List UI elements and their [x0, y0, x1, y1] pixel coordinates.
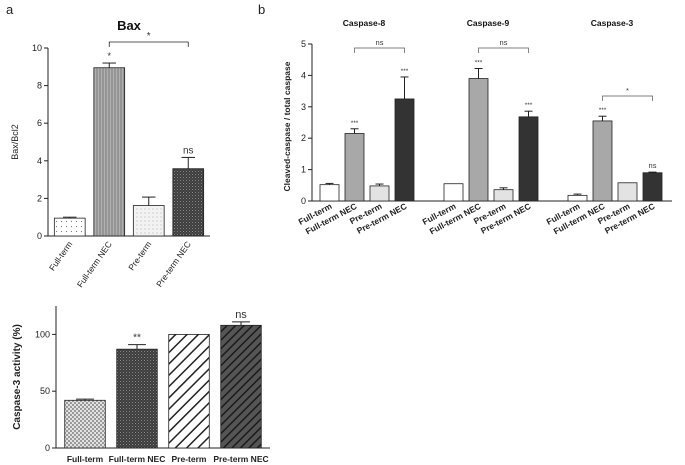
bar-1-1	[468, 78, 489, 202]
category-label-0: Full-term	[67, 454, 104, 464]
bar-2-3	[642, 172, 663, 202]
significance-mark-1: *	[107, 51, 111, 61]
bar-2-1	[592, 120, 613, 202]
bar-1-3	[518, 116, 539, 202]
y-tick-label: 2	[301, 133, 306, 143]
bar-0-0	[319, 184, 340, 202]
y-tick-label: 1	[301, 165, 306, 175]
y-tick-label: 4	[37, 156, 42, 166]
category-label-3: Pre-term NEC	[213, 454, 268, 464]
significance-mark-1: **	[133, 333, 141, 344]
group-title-2: Caspase-3	[591, 18, 634, 28]
bar-1	[116, 348, 158, 449]
y-axis-label: Caspase-3 activity (%)	[12, 324, 23, 430]
significance-mark-2-1: ***	[599, 107, 607, 114]
significance-bracket	[354, 47, 405, 53]
bar-1-0	[443, 183, 464, 202]
y-tick-label: 0	[301, 196, 306, 206]
bar-3	[172, 168, 205, 237]
category-label-1: Full-term NEC	[75, 239, 114, 289]
bar-2-0	[567, 194, 588, 202]
caspase3-activity-chart: 0 50 100 Caspase-3 activity (%) Full-term ** F…	[12, 306, 270, 464]
bar-1-2	[493, 189, 514, 202]
y-tick-label: 4	[301, 70, 306, 80]
y-tick-label: 3	[301, 102, 306, 112]
bar-0-2	[369, 185, 390, 202]
bar-3	[220, 324, 262, 449]
significance-mark-1-1: ***	[475, 59, 483, 66]
bar-1	[93, 67, 126, 237]
y-tick-label: 8	[37, 81, 42, 91]
significance-bracket	[478, 47, 529, 53]
bracket-label: *	[147, 31, 151, 42]
y-tick-label: 0	[37, 231, 42, 241]
y-tick-label: 0	[45, 443, 50, 453]
cleaved-caspase-chart: 0 1 2 3 4 5 Cleaved-caspase / total caspase Cas…	[282, 18, 672, 236]
group-title-1: Caspase-9	[467, 18, 510, 28]
bracket-label: ns	[376, 38, 384, 47]
bar-0-1	[344, 133, 365, 202]
category-label-0: Full-term	[47, 239, 74, 272]
group-title-0: Caspase-8	[343, 18, 386, 28]
bracket-label: ns	[500, 38, 508, 47]
bax-chart: 0 2 4 6 8 10 Bax Bax/Bcl2 Full-term * Full-term NE…	[10, 18, 210, 289]
y-tick-label: 50	[40, 386, 50, 396]
y-tick-label: 100	[35, 329, 50, 339]
y-tick-label: 6	[37, 118, 42, 128]
category-label-3: Pre-term NEC	[154, 239, 193, 288]
significance-mark-2-3: ns	[649, 161, 657, 170]
chart-title: Bax	[117, 18, 142, 33]
bar-0	[64, 399, 106, 449]
significance-mark-3: ns	[235, 309, 247, 321]
category-label-2: Pre-term	[172, 454, 207, 464]
bar-0	[53, 217, 86, 237]
significance-bracket	[108, 41, 189, 47]
bar-2	[132, 205, 165, 237]
bar-0-3	[394, 98, 415, 202]
significance-mark-0-1: ***	[351, 120, 359, 127]
panel-letter-b: b	[258, 2, 265, 17]
y-tick-label: 5	[301, 39, 306, 49]
category-label-1: Full-term NEC	[109, 454, 166, 464]
significance-mark-0-3: ***	[401, 68, 409, 75]
bracket-label: *	[626, 86, 629, 95]
significance-mark-1-3: ***	[525, 102, 533, 109]
panel-letter-a: a	[6, 2, 14, 17]
y-axis-label: Bax/Bcl2	[10, 124, 20, 160]
significance-bracket	[602, 95, 653, 101]
bar-2	[168, 333, 210, 449]
significance-mark-3: ns	[183, 145, 194, 156]
y-tick-label: 2	[37, 193, 42, 203]
y-axis-label: Cleaved-caspase / total caspase	[282, 61, 292, 191]
y-tick-label: 10	[32, 43, 42, 53]
category-label-2: Pre-term	[126, 239, 153, 272]
bar-2-2	[617, 182, 638, 202]
